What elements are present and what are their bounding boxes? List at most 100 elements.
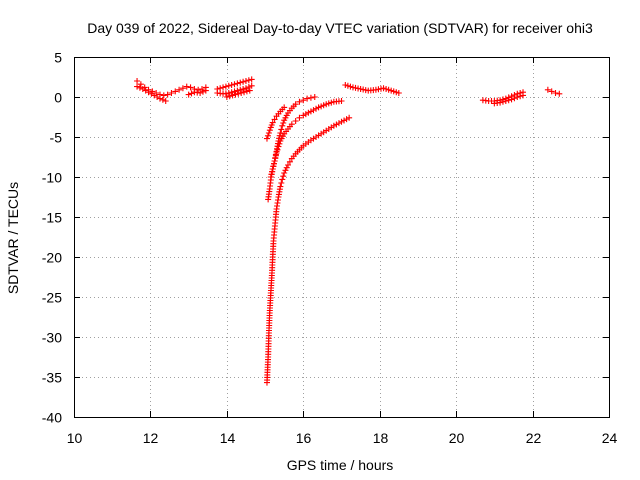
data-point (265, 130, 272, 136)
data-point (520, 92, 527, 99)
data-point (267, 174, 274, 180)
data-point-interp (505, 97, 512, 104)
data-point-interp (266, 127, 273, 134)
data-point-interp (499, 98, 506, 105)
data-point-interp (276, 140, 283, 147)
data-point-interp (270, 163, 277, 170)
data-point (296, 114, 303, 121)
x-tick-label: 16 (296, 430, 312, 446)
data-point (164, 91, 171, 98)
x-tick-label: 12 (143, 430, 159, 446)
data-point (241, 89, 248, 96)
x-tick-label: 22 (526, 430, 542, 446)
data-point (156, 95, 163, 102)
data-point (137, 81, 144, 88)
data-point-interp (238, 90, 245, 96)
data-point (185, 91, 192, 98)
y-tick-label: -40 (42, 410, 62, 426)
data-point-interp (511, 95, 518, 102)
data-point (246, 87, 253, 94)
data-point-interp (271, 116, 278, 123)
data-point-interp (245, 77, 252, 84)
chart-title: Day 039 of 2022, Sidereal Day-to-day VTE… (87, 20, 593, 36)
data-point (162, 98, 169, 104)
data-point (275, 143, 282, 150)
data-point-interp (222, 83, 229, 90)
x-tick-label: 10 (67, 430, 83, 446)
data-point-interp (272, 152, 279, 159)
data-point (235, 90, 242, 97)
data-point (269, 166, 276, 172)
data-point (552, 90, 559, 96)
data-point (248, 76, 255, 83)
tick-layer: 10 12 14 16 18 20 22 24 5 0 -5 -10 -15 -20 -25 -30 -35 -4… (42, 50, 618, 447)
data-point (202, 87, 209, 94)
data-point (269, 119, 276, 126)
data-point-interp (188, 90, 195, 97)
data-point (304, 95, 311, 102)
data-point (279, 122, 286, 129)
data-point (271, 158, 278, 164)
y-tick-label: -20 (42, 250, 62, 266)
y-tick-label: -15 (42, 210, 62, 226)
data-point-interp (286, 158, 293, 165)
data-point (277, 183, 284, 190)
data-point (296, 98, 303, 105)
data-point (160, 92, 167, 99)
data-point (176, 86, 183, 93)
data-point-interp (517, 93, 524, 100)
data-point-interp (228, 89, 235, 96)
data-point (220, 84, 227, 91)
data-point-interp (280, 173, 287, 180)
data-point (346, 114, 353, 121)
data-point (187, 84, 194, 91)
y-tick-label: -30 (42, 330, 62, 346)
data-point (199, 86, 206, 92)
y-tick-label: 0 (54, 90, 62, 106)
data-point-interp (159, 96, 166, 103)
data-point-interp (274, 146, 281, 153)
data-point (237, 79, 244, 86)
data-point (229, 92, 236, 99)
data-point (502, 98, 509, 104)
data-point (231, 88, 238, 95)
data-point-interp (280, 120, 287, 126)
data-point (168, 90, 175, 96)
data-point-interp (217, 85, 224, 92)
data-point (179, 85, 186, 92)
data-point-interp (226, 93, 233, 100)
x-tick-label: 18 (373, 430, 389, 446)
data-point-interp (264, 132, 271, 139)
x-tick-label: 20 (449, 430, 465, 446)
data-point-interp (228, 82, 235, 88)
data-point-interp (283, 164, 290, 171)
data-point (172, 88, 179, 95)
data-point (195, 86, 202, 93)
points-layer (134, 76, 563, 386)
data-point-interp (269, 168, 276, 175)
data-point (395, 90, 402, 96)
data-point-interp (245, 84, 252, 90)
plot-frame (74, 57, 610, 418)
data-point (307, 94, 314, 101)
data-point-interp (136, 84, 143, 91)
data-point-interp (268, 171, 275, 178)
data-point (311, 94, 318, 100)
data-point-interp (278, 180, 285, 186)
data-point (225, 90, 232, 96)
data-point-interp (282, 167, 289, 174)
x-axis-label: GPS time / hours (287, 457, 394, 473)
data-point-interp (232, 91, 239, 98)
data-point (223, 94, 230, 100)
data-point (544, 86, 551, 93)
data-point (514, 94, 521, 100)
data-point (197, 90, 204, 96)
data-point (300, 97, 307, 104)
data-point-interp (234, 87, 241, 94)
data-point-interp (240, 86, 247, 92)
y-tick-label: 5 (54, 50, 62, 66)
data-point-interp (234, 80, 241, 87)
y-tick-label: -10 (42, 170, 62, 186)
data-point (292, 101, 299, 108)
